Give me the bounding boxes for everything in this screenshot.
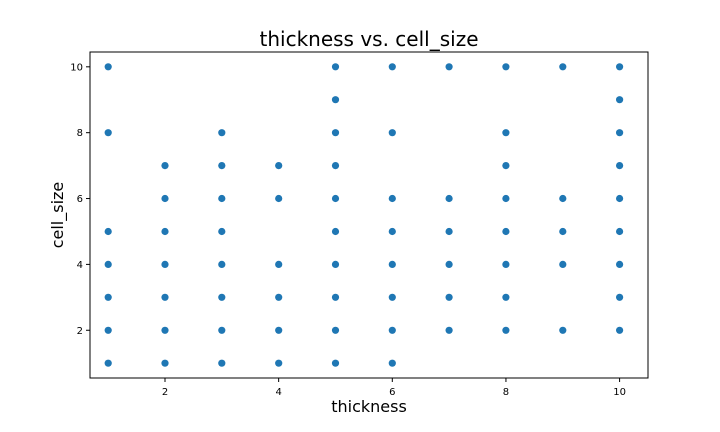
data-point (161, 194, 169, 203)
data-point (502, 63, 510, 71)
x-axis: 2 4 6 8 10 (162, 378, 626, 398)
data-point (275, 260, 283, 268)
data-point (331, 129, 340, 137)
data-point (104, 359, 112, 367)
data-point (445, 293, 453, 301)
data-point (104, 63, 112, 71)
data-point (275, 293, 283, 301)
data-point (559, 194, 567, 203)
data-point (104, 129, 112, 137)
y-axis: 2 4 6 8 10 (70, 62, 90, 337)
data-point (331, 260, 340, 268)
data-point (275, 194, 283, 203)
y-axis-label: cell_size (48, 182, 68, 249)
data-point (502, 194, 510, 203)
data-point (218, 194, 226, 203)
data-point (616, 260, 624, 268)
data-point (161, 293, 169, 301)
data-point (275, 359, 283, 367)
data-point (388, 260, 396, 268)
data-point (559, 326, 567, 334)
data-point (218, 293, 226, 301)
data-point (331, 162, 340, 170)
data-point (161, 162, 169, 170)
y-tick-label: 4 (77, 260, 83, 271)
data-point (388, 129, 396, 137)
data-point (331, 227, 340, 236)
data-point (502, 162, 510, 170)
data-point (275, 162, 283, 170)
data-point (445, 63, 453, 71)
data-point (218, 326, 226, 334)
data-point (331, 63, 340, 71)
data-point (218, 260, 226, 268)
data-point (559, 227, 567, 236)
data-point (331, 359, 340, 367)
data-point (616, 293, 624, 301)
data-point (161, 260, 169, 268)
data-point (161, 227, 169, 236)
data-point (616, 63, 624, 71)
x-tick-label: 4 (275, 387, 281, 398)
data-point (388, 359, 396, 367)
data-point (161, 359, 169, 367)
y-tick-label: 10 (70, 62, 83, 73)
data-point (559, 260, 567, 268)
data-point (331, 326, 340, 334)
data-point (104, 293, 112, 301)
data-point (388, 293, 396, 301)
data-point (104, 326, 112, 334)
data-point (445, 326, 453, 334)
data-point (331, 194, 340, 203)
data-point (445, 194, 453, 203)
data-point (218, 227, 226, 236)
x-tick-label: 8 (503, 387, 509, 398)
x-axis-label: thickness (331, 397, 407, 416)
y-tick-label: 2 (77, 326, 83, 337)
data-point (104, 227, 112, 236)
chart-title: thickness vs. cell_size (260, 27, 479, 51)
data-point (331, 96, 340, 104)
data-point (388, 194, 396, 203)
plot-area-frame (89, 51, 649, 379)
data-point (445, 260, 453, 268)
data-point (218, 162, 226, 170)
data-point (502, 260, 510, 268)
data-point (559, 63, 567, 71)
data-point (331, 293, 340, 301)
data-point (218, 129, 226, 137)
x-tick-label: 6 (389, 387, 395, 398)
data-points (104, 63, 624, 367)
data-point (502, 326, 510, 334)
data-point (502, 129, 510, 137)
data-point (388, 63, 396, 71)
data-point (616, 162, 624, 170)
data-point (502, 227, 510, 236)
data-point (616, 96, 624, 104)
x-tick-label: 10 (613, 387, 626, 398)
y-tick-label: 6 (77, 194, 83, 205)
data-point (218, 359, 226, 367)
data-point (161, 326, 169, 334)
data-point (616, 129, 624, 137)
data-point (388, 326, 396, 334)
data-point (445, 227, 453, 236)
x-tick-label: 2 (162, 387, 168, 398)
data-point (616, 326, 624, 334)
y-tick-label: 8 (77, 128, 83, 139)
data-point (616, 227, 624, 236)
data-point (275, 326, 283, 334)
data-point (388, 227, 396, 236)
data-point (104, 260, 112, 268)
data-point (616, 194, 624, 203)
data-point (502, 293, 510, 301)
